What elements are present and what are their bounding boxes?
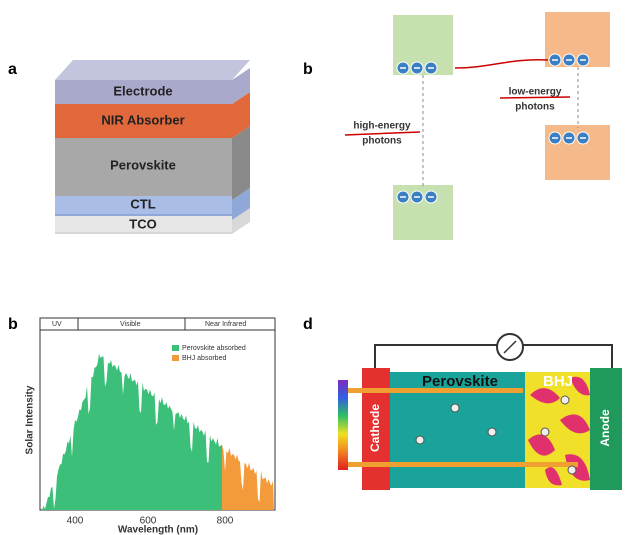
- electrode-label: Anode: [598, 409, 612, 447]
- layer-label: Electrode: [113, 83, 172, 98]
- legend-swatch: [172, 345, 179, 351]
- panel-label: a: [8, 61, 17, 78]
- x-tick-label: 400: [67, 516, 84, 527]
- annotation: low-energy: [509, 87, 562, 98]
- panel-label: d: [303, 316, 313, 333]
- layer-label: CTL: [130, 196, 155, 211]
- figure: a Electrode NIR Absorber Perovskite CTL …: [0, 0, 636, 535]
- layer-label: NIR Absorber: [101, 112, 184, 127]
- annotation: photons: [362, 136, 402, 147]
- legend-label: Perovskite absorbed: [182, 345, 246, 352]
- x-tick-label: 800: [217, 516, 234, 527]
- x-axis-label: Wavelength (nm): [118, 525, 198, 535]
- recombination-line: [455, 60, 548, 68]
- panel-label: b: [303, 61, 313, 78]
- layer-label: Perovskite: [110, 157, 176, 172]
- layer-label: BHJ: [543, 373, 573, 390]
- legend-swatch: [172, 355, 179, 361]
- region-label: Visible: [120, 321, 141, 328]
- light-source: [338, 380, 348, 470]
- panel-label: b: [8, 316, 18, 333]
- electrode-label: Cathode: [368, 404, 382, 452]
- region-label: UV: [52, 321, 62, 328]
- light-beam: [348, 462, 578, 467]
- layer-label: Perovskite: [422, 373, 498, 390]
- annotation: high-energy: [353, 121, 411, 132]
- annotation: photons: [515, 102, 555, 113]
- photon-arrow: [345, 132, 420, 135]
- layer-top: [55, 60, 250, 80]
- legend-label: BHJ absorbed: [182, 355, 226, 362]
- layer-label: TCO: [129, 216, 156, 231]
- y-axis-label: Solar Intensity: [25, 385, 36, 454]
- circuit-wire: [375, 345, 612, 368]
- region-label: Near Infrared: [205, 321, 246, 328]
